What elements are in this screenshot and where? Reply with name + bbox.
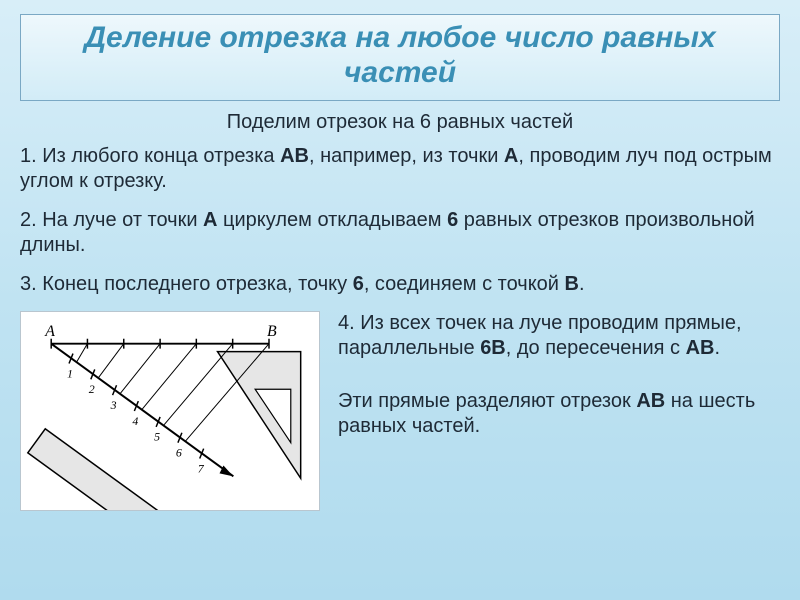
step-4-text-c: , до пересечения с [506,337,686,359]
svg-text:2: 2 [89,382,95,396]
step-2-bold-6: 6 [447,209,458,231]
step-2-bold-a: А [203,209,217,231]
svg-text:В: В [267,323,277,340]
construction-diagram: А В 1 2 3 4 5 6 7 [20,311,320,511]
step-3-bold-b: В [565,273,579,295]
bottom-row: А В 1 2 3 4 5 6 7 4. Из всех точек на лу… [20,311,780,511]
svg-text:1: 1 [67,366,73,380]
svg-text:6: 6 [176,446,182,460]
step-5-bold-ab: АВ [636,390,665,412]
step-3-text-a: 3. Конец последнего отрезка, точку [20,273,353,295]
svg-text:4: 4 [132,414,138,428]
step-1-text-a: 1. Из любого конца отрезка [20,145,280,167]
step-5-text-a: Эти прямые разделяют отрезок [338,390,636,412]
step-3-text-e: . [579,273,585,295]
title-box: Деление отрезка на любое число равных ча… [20,14,780,101]
svg-text:7: 7 [198,461,205,475]
slide-root: Деление отрезка на любое число равных ча… [0,0,800,531]
step-3-text-c: , соединяем с точкой [364,273,565,295]
svg-text:3: 3 [110,398,117,412]
step-1-bold-a: А [504,145,518,167]
step-2: 2. На луче от точки А циркулем откладыва… [20,208,780,258]
page-title: Деление отрезка на любое число равных ча… [31,21,769,90]
step-1-text-c: , например, из точки [309,145,504,167]
svg-text:А: А [44,323,55,340]
subtitle: Поделим отрезок на 6 равных частей [20,111,780,134]
step-1: 1. Из любого конца отрезка АВ, например,… [20,144,780,194]
svg-text:5: 5 [154,430,160,444]
step-2-text-c: циркулем откладываем [218,209,448,231]
step-4-text-e: . [714,337,720,359]
step-1-bold-ab: АВ [280,145,309,167]
step-2-text-a: 2. На луче от точки [20,209,203,231]
step-3: 3. Конец последнего отрезка, точку 6, со… [20,272,780,297]
step-4-bold-6b: 6В [480,337,506,359]
step-3-bold-6: 6 [353,273,364,295]
step-4: 4. Из всех точек на луче проводим прямые… [338,311,780,361]
step-4-bold-ab: АВ [686,337,715,359]
right-column: 4. Из всех точек на луче проводим прямые… [338,311,780,467]
step-5: Эти прямые разделяют отрезок АВ на шесть… [338,389,780,439]
